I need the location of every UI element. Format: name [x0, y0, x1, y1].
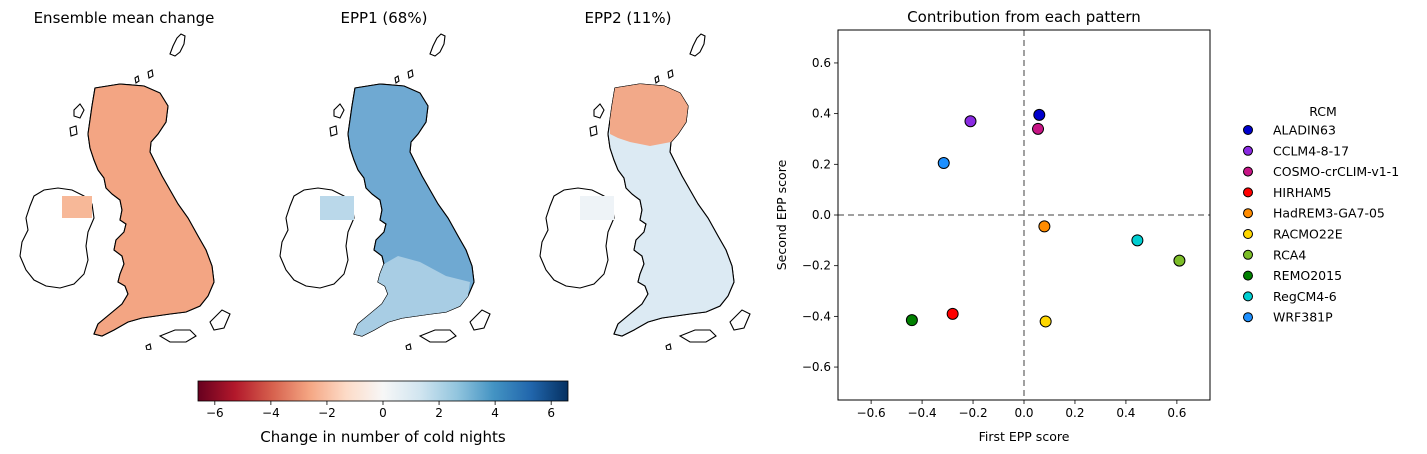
legend-marker [1243, 125, 1253, 135]
ireland-shading [580, 196, 614, 220]
legend-label: REMO2015 [1273, 268, 1342, 283]
gb-shading [87, 83, 215, 337]
map-ensemble-mean: Ensemble mean change [19, 9, 231, 350]
colorbar: −6 −4 −2 0 2 4 6 Change in number of cold night… [197, 380, 569, 446]
colorbar-tick-label: −4 [262, 406, 280, 420]
x-tick-label: −0.6 [857, 406, 886, 420]
point-cosmo-crclim-v1-1 [1032, 122, 1045, 135]
x-tick-label: −0.4 [908, 406, 937, 420]
colorbar-tick-label: 6 [547, 406, 555, 420]
legend-marker [1243, 249, 1253, 260]
legend-label: ALADIN63 [1273, 123, 1336, 138]
legend-label: CCLM4-8-17 [1273, 143, 1349, 158]
map-title: EPP1 (68%) [341, 9, 428, 27]
scatter-panel: Contribution from each pattern −0.6 −0.4 −0… [774, 8, 1211, 444]
y-tick-label: −0.2 [802, 259, 831, 273]
point-rca4 [1173, 254, 1186, 267]
gb-south-shading [354, 256, 470, 336]
y-tick-label: −0.4 [802, 309, 831, 323]
legend-marker [1243, 208, 1253, 219]
map-epp2: EPP2 (11%) [539, 9, 751, 350]
legend-marker [1243, 291, 1253, 302]
y-axis-label: Second EPP score [774, 159, 789, 270]
point-cclm4-8-17 [964, 115, 977, 128]
point-hirham5 [946, 307, 959, 320]
legend-label: RCA4 [1273, 247, 1306, 262]
legend-label: RACMO22E [1273, 227, 1343, 242]
x-tick-label: 0.4 [1116, 406, 1135, 420]
map-epp1: EPP1 (68%) [279, 9, 491, 350]
legend-marker [1243, 229, 1253, 239]
x-tick-label: −0.2 [958, 406, 987, 420]
x-tick-label: 0.2 [1065, 406, 1084, 420]
x-axis-label: First EPP score [979, 429, 1070, 444]
legend-marker [1243, 270, 1253, 281]
y-tick-label: −0.6 [802, 360, 831, 374]
colorbar-tick-label: 0 [379, 406, 387, 420]
x-tick-label: 0.0 [1014, 406, 1033, 420]
legend-marker [1243, 145, 1253, 156]
y-tick-label: 0.2 [812, 157, 831, 171]
legend-label: HadREM3-GA7-05 [1273, 206, 1385, 221]
ireland-shading [62, 196, 92, 218]
colorbar-tick-label: −2 [318, 406, 336, 420]
point-hadrem3-ga7-05 [1038, 220, 1051, 233]
point-aladin63 [1033, 108, 1046, 121]
colorbar-label: Change in number of cold nights [260, 428, 506, 446]
legend-label: WRF381P [1273, 310, 1333, 325]
colorbar-tick-label: −6 [206, 406, 224, 420]
colorbar-tick-label: 2 [435, 406, 443, 420]
y-tick-label: 0.4 [812, 107, 831, 121]
legend-label: RegCM4-6 [1273, 289, 1337, 304]
legend-label: HIRHAM5 [1273, 185, 1331, 200]
point-remo2015 [905, 314, 918, 327]
ireland-shading [320, 196, 354, 220]
point-wrf381p [937, 157, 950, 170]
legend-marker [1243, 187, 1253, 198]
gb-north-shading [610, 84, 688, 146]
point-regcm4-6 [1131, 234, 1144, 247]
colorbar-tick-label: 4 [491, 406, 499, 420]
map-title: Ensemble mean change [34, 9, 215, 27]
y-tick-label: 0.0 [812, 208, 831, 222]
y-tick-label: 0.6 [812, 56, 831, 70]
legend: RCM ALADIN63 CCLM4-8-17 COSMO-crCLIM-v1-1 HI… [1243, 104, 1399, 325]
legend-marker [1243, 166, 1253, 177]
legend-label: COSMO-crCLIM-v1-1 [1273, 164, 1399, 179]
scatter-title: Contribution from each pattern [907, 8, 1141, 26]
x-tick-label: 0.6 [1167, 406, 1186, 420]
gb-shading [607, 83, 735, 337]
colorbar-gradient [197, 380, 569, 402]
legend-marker [1243, 312, 1253, 323]
legend-title: RCM [1309, 104, 1337, 119]
map-title: EPP2 (11%) [585, 9, 672, 27]
point-racmo22e [1039, 315, 1052, 328]
